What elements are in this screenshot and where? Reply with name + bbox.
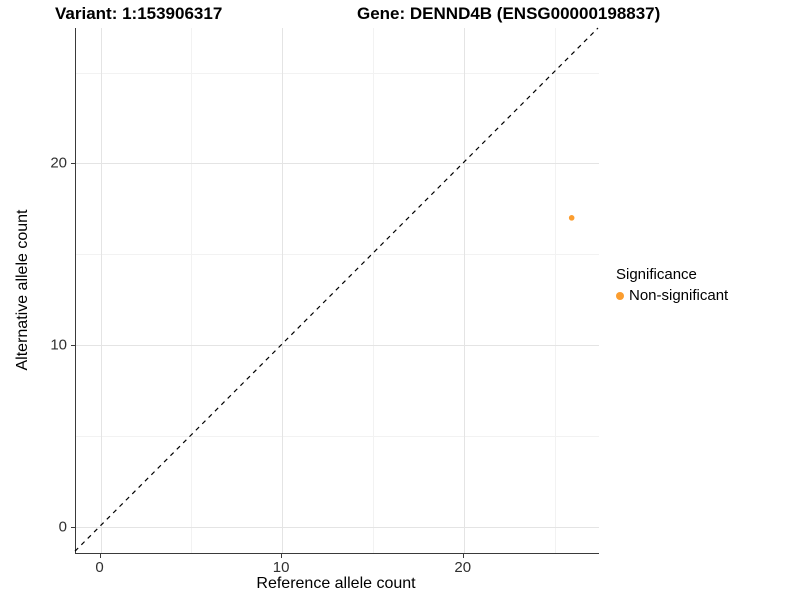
y-axis-tick — [71, 163, 75, 165]
x-gridline-major — [100, 28, 102, 553]
legend-title: Significance — [616, 266, 697, 283]
plot-panel — [75, 28, 599, 554]
y-axis-tick — [71, 344, 75, 346]
y-gridline-major — [76, 526, 599, 528]
legend-items: Non-significant — [616, 287, 728, 304]
x-gridline-minor — [191, 28, 193, 553]
x-gridline-major — [282, 28, 284, 553]
legend-item-label: Non-significant — [629, 287, 729, 304]
y-gridline-minor — [76, 254, 599, 256]
y-tick-label: 0 — [58, 518, 67, 536]
x-axis-title: Reference allele count — [256, 575, 416, 592]
variant-title: Variant: 1:153906317 — [55, 4, 223, 23]
y-tick-label: 20 — [50, 154, 67, 172]
y-gridline-major — [76, 163, 599, 165]
x-axis-tick — [99, 554, 101, 558]
x-tick-label: 0 — [95, 559, 104, 576]
gene-title: Gene: DENND4B (ENSG00000198837) — [357, 4, 661, 23]
x-gridline-minor — [554, 28, 556, 553]
x-gridline-major — [463, 28, 465, 553]
y-gridline-minor — [76, 435, 599, 437]
x-axis-tick — [281, 554, 283, 558]
x-tick-label: 20 — [454, 559, 472, 576]
x-axis-tick — [462, 554, 464, 558]
y-axis-title: Alternative allele count — [14, 209, 31, 371]
y-gridline-minor — [76, 72, 599, 74]
legend-item: Non-significant — [616, 287, 728, 304]
x-tick-label: 10 — [272, 559, 290, 576]
y-axis-tick — [71, 526, 75, 528]
x-gridline-minor — [372, 28, 374, 553]
y-tick-label: 10 — [50, 336, 67, 354]
legend: Significance Non-significant — [616, 266, 728, 304]
legend-point-icon — [616, 291, 624, 300]
y-gridline-major — [76, 344, 599, 346]
